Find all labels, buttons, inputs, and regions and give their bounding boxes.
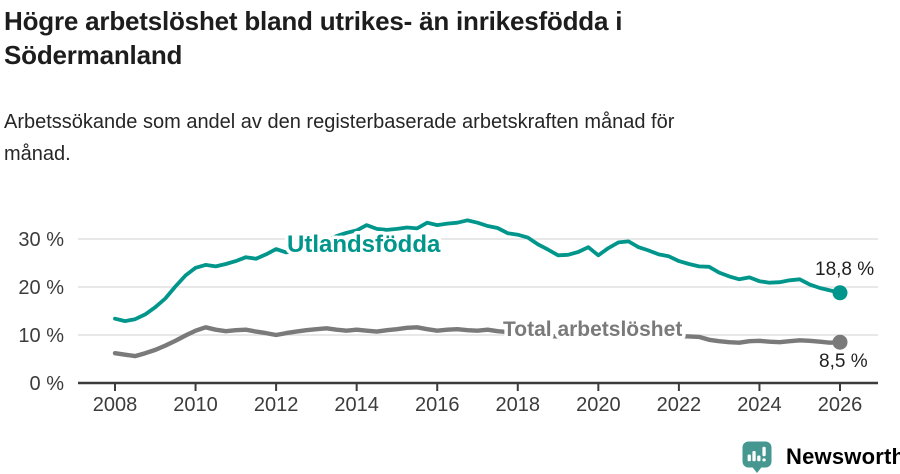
x-axis-label: 2022 (657, 394, 702, 416)
x-axis-label: 2020 (576, 394, 621, 416)
x-axis-label: 2012 (254, 394, 299, 416)
series-label: Total arbetslöshet (503, 318, 682, 341)
series-line-utlandsfodda (113, 218, 842, 324)
y-axis-label: 20 % (18, 277, 64, 299)
chart-title: Högre arbetslöshet bland utrikes- än inr… (4, 6, 623, 70)
x-axis-label: 2024 (737, 394, 782, 416)
y-axis-labels: 0 % 10 % 20 % 30 % (18, 229, 64, 395)
x-axis-labels: 2008 2010 2012 2014 2016 2018 2020 2022 2024 2026 (93, 394, 863, 416)
newsworthy-logo: Newsworthy (742, 441, 900, 473)
series-end-dot (832, 334, 848, 350)
end-value-label: 18,8 % (815, 259, 874, 280)
x-axis-label: 2014 (334, 394, 379, 416)
series-label: Utlandsfödda (287, 231, 441, 258)
chart-subtitle: Arbetssökande som andel av den registerb… (4, 111, 675, 165)
x-axis-label: 2008 (93, 394, 138, 416)
x-axis-label: 2010 (173, 394, 218, 416)
x-axis (78, 381, 878, 391)
y-axis-label: 10 % (18, 325, 64, 347)
y-axis-label: 30 % (18, 229, 64, 251)
bar-chart-speech-bubble-icon (742, 441, 772, 473)
logo-wordmark: Newsworthy (786, 444, 900, 469)
series-line-total (112, 325, 843, 359)
series-end-dot (832, 285, 848, 301)
x-axis-label: 2016 (415, 394, 460, 416)
series-layer (112, 218, 848, 359)
gridlines-layer (78, 238, 878, 336)
y-axis-label: 0 % (30, 373, 65, 395)
series-labels: Utlandsfödda 18,8 % Total arbetslöshet 8,5 … (284, 228, 875, 373)
end-value-label: 8,5 % (819, 351, 868, 372)
x-axis-label: 2018 (496, 394, 541, 416)
x-axis-label: 2026 (818, 394, 863, 416)
